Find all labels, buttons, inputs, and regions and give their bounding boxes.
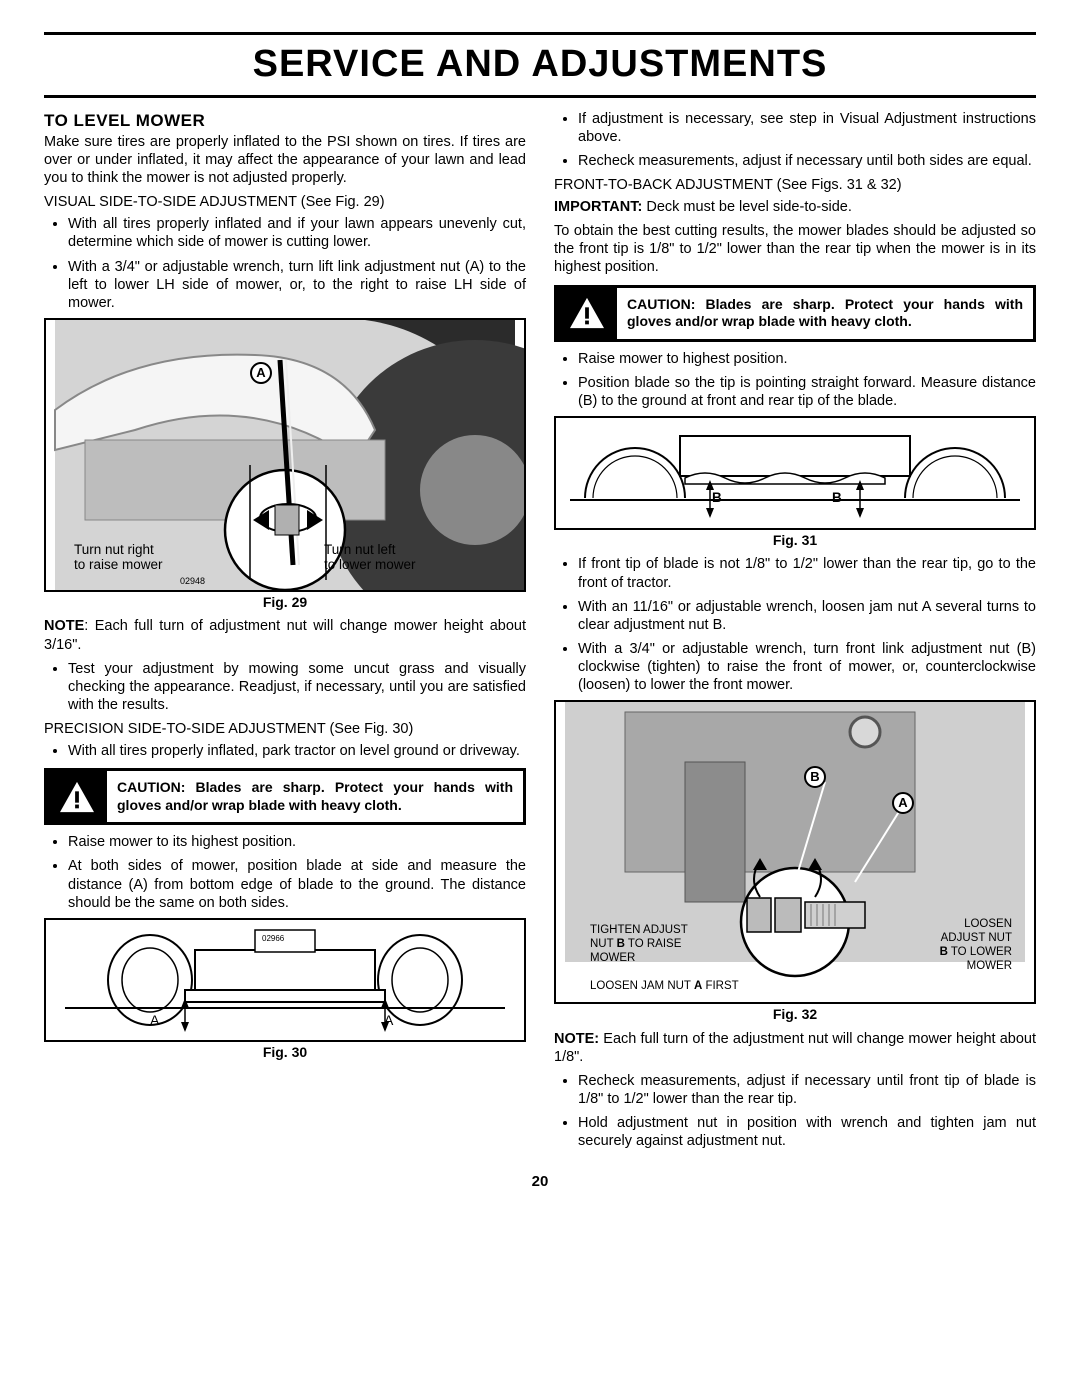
list-item: With all tires properly inflated, park t… <box>68 742 526 760</box>
paragraph: To obtain the best cutting results, the … <box>554 222 1036 276</box>
list-item: Recheck measurements, adjust if necessar… <box>578 152 1036 170</box>
bullet-list: Raise mower to its highest position. At … <box>44 833 526 912</box>
fig32-loosen-1: LOOSEN <box>964 918 1012 930</box>
list-item: Test your adjustment by mowing some uncu… <box>68 660 526 714</box>
caution-box: CAUTION: Blades are sharp. Protect your … <box>554 285 1036 342</box>
fig32-tighten-2c: TO RAISE <box>625 938 681 950</box>
fig29-smallnum: 02948 <box>180 576 205 586</box>
fig32-tighten-3: MOWER <box>590 952 635 964</box>
note-text: NOTE: Each full turn of the adjustment n… <box>554 1030 1036 1066</box>
fig31-label-b-left: B <box>712 490 722 506</box>
list-item: If front tip of blade is not 1/8" to 1/2… <box>578 555 1036 591</box>
list-item: Hold adjustment nut in position with wre… <box>578 1114 1036 1150</box>
warning-icon <box>557 288 617 339</box>
list-item: With an 11/16" or adjustable wrench, loo… <box>578 598 1036 634</box>
subheading: VISUAL SIDE-TO-SIDE ADJUSTMENT (See Fig.… <box>44 193 526 211</box>
caution-text: CAUTION: Blades are sharp. Protect your … <box>617 288 1033 339</box>
figure-30-caption: Fig. 30 <box>44 1044 526 1062</box>
page-title: SERVICE AND ADJUSTMENTS <box>44 41 1036 89</box>
fig32-jam-a: LOOSEN JAM NUT <box>590 980 694 992</box>
fig32-loosen-2: ADJUST NUT <box>941 932 1012 944</box>
columns: TO LEVEL MOWER Make sure tires are prope… <box>44 110 1036 1157</box>
list-item: Recheck measurements, adjust if necessar… <box>578 1072 1036 1108</box>
list-item: Raise mower to highest position. <box>578 350 1036 368</box>
bullet-list: With all tires properly inflated and if … <box>44 215 526 312</box>
bullet-list: With all tires properly inflated, park t… <box>44 742 526 760</box>
list-item: If adjustment is necessary, see step in … <box>578 110 1036 146</box>
list-item: With a 3/4" or adjustable wrench, turn l… <box>68 258 526 312</box>
fig29-right-text-2: to lower mower <box>324 557 416 572</box>
fig31-label-b-right: B <box>832 490 842 506</box>
important-line: IMPORTANT: Deck must be level side-to-si… <box>554 198 1036 216</box>
right-column: If adjustment is necessary, see step in … <box>554 110 1036 1157</box>
bullet-list: Recheck measurements, adjust if necessar… <box>554 1072 1036 1151</box>
important-lead: IMPORTANT: <box>554 199 642 215</box>
caution-box: CAUTION: Blades are sharp. Protect your … <box>44 768 526 825</box>
fig29-left-text-2: to raise mower <box>74 557 163 572</box>
fig32-loosen-4: MOWER <box>967 960 1012 972</box>
list-item: Position blade so the tip is pointing st… <box>578 374 1036 410</box>
figure-32-caption: Fig. 32 <box>554 1006 1036 1024</box>
figure-31-diagram <box>556 418 1034 528</box>
bullet-list: Test your adjustment by mowing some uncu… <box>44 660 526 714</box>
important-body: Deck must be level side-to-side. <box>642 199 852 215</box>
fig32-loosen-3b: TO LOWER <box>948 946 1012 958</box>
bullet-list: Raise mower to highest position. Positio… <box>554 350 1036 410</box>
note-body: : Each full turn of adjustment nut will … <box>44 618 526 652</box>
left-column: TO LEVEL MOWER Make sure tires are prope… <box>44 110 526 1157</box>
fig32-loosen-3a: B <box>940 946 948 958</box>
note-lead: NOTE <box>44 618 84 634</box>
figure-31: B B <box>554 416 1036 530</box>
caution-text: CAUTION: Blades are sharp. Protect your … <box>107 771 523 822</box>
list-item: At both sides of mower, position blade a… <box>68 857 526 911</box>
figure-30: A A 02966 <box>44 918 526 1042</box>
figure-29-caption: Fig. 29 <box>44 594 526 612</box>
fig32-tighten-2a: NUT <box>590 938 617 950</box>
figure-30-diagram <box>46 920 524 1040</box>
list-item: With a 3/4" or adjustable wrench, turn f… <box>578 640 1036 694</box>
fig32-tighten-2b: B <box>617 938 625 950</box>
section-heading: TO LEVEL MOWER <box>44 110 526 131</box>
bullet-list: If adjustment is necessary, see step in … <box>554 110 1036 170</box>
list-item: With all tires properly inflated and if … <box>68 215 526 251</box>
fig32-tighten-1: TIGHTEN ADJUST <box>590 924 688 936</box>
label-a: A <box>250 362 272 384</box>
note-text: NOTE: Each full turn of adjustment nut w… <box>44 617 526 653</box>
figure-29: A Turn nut right to raise mower Turn nut… <box>44 318 526 592</box>
list-item: Raise mower to its highest position. <box>68 833 526 851</box>
fig30-label-a-right: A <box>384 1012 393 1028</box>
fig29-right-text-1: Turn nut left <box>324 542 396 557</box>
subheading: FRONT-TO-BACK ADJUSTMENT (See Figs. 31 &… <box>554 176 1036 194</box>
fig30-smallnum: 02966 <box>262 934 284 943</box>
note-lead: NOTE: <box>554 1031 599 1047</box>
bullet-list: If front tip of blade is not 1/8" to 1/2… <box>554 555 1036 694</box>
page-number: 20 <box>44 1173 1036 1192</box>
header-rule: SERVICE AND ADJUSTMENTS <box>44 32 1036 98</box>
note-body: Each full turn of the adjustment nut wil… <box>554 1031 1036 1065</box>
fig30-label-a-left: A <box>150 1012 159 1028</box>
fig32-jam-c: FIRST <box>702 980 738 992</box>
warning-icon <box>47 771 107 822</box>
fig29-left-text-1: Turn nut right <box>74 542 154 557</box>
intro-text: Make sure tires are properly inflated to… <box>44 133 526 187</box>
figure-31-caption: Fig. 31 <box>554 532 1036 550</box>
subheading: PRECISION SIDE-TO-SIDE ADJUSTMENT (See F… <box>44 720 526 738</box>
figure-32: B A TIGHTEN ADJUST NUT B TO RAISE MOWER … <box>554 700 1036 1004</box>
